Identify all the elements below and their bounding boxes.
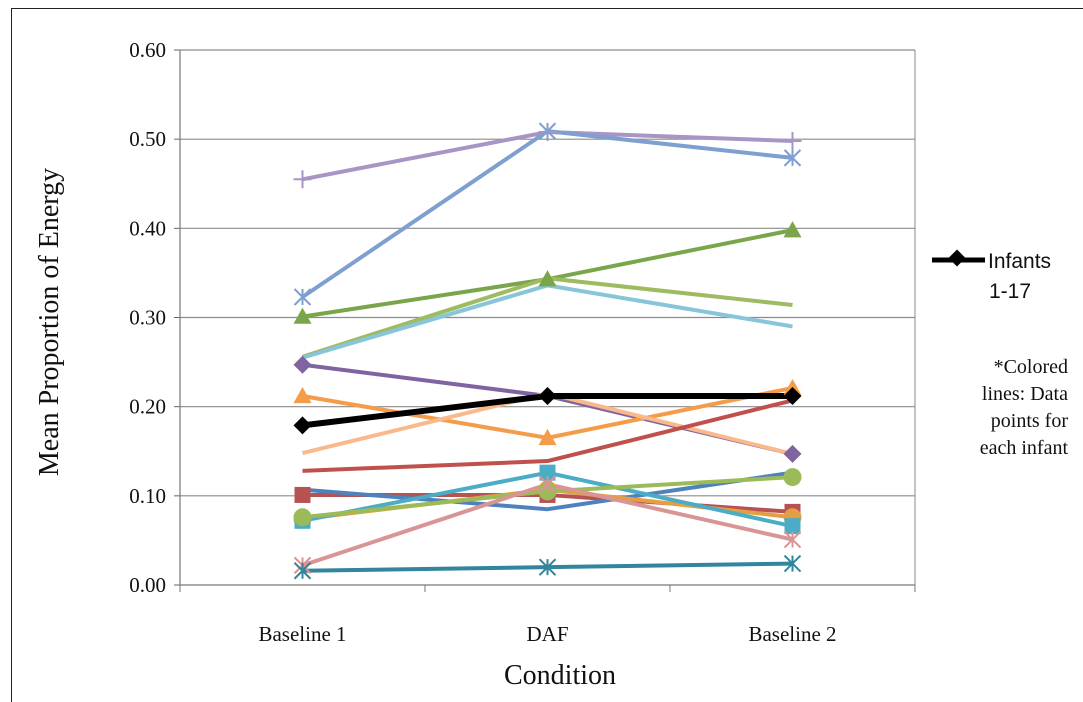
data-point-triangle	[783, 221, 802, 238]
data-point-plus	[783, 131, 802, 150]
data-point-asterisk	[538, 122, 557, 140]
data-point-asterisk	[293, 288, 312, 306]
legend-label-line2: 1-17	[989, 280, 1031, 303]
series-lines	[301, 129, 793, 573]
y-tick-label: 0.20	[129, 395, 166, 419]
x-tick-label: DAF	[526, 622, 568, 646]
data-markers	[293, 122, 802, 580]
data-point-square	[784, 518, 801, 535]
data-point-circle	[293, 508, 312, 527]
axes: 0.00 0.10 0.20 0.30 0.40 0.50 0.60 Baseline 1 DA…	[129, 38, 916, 646]
data-point-square	[539, 464, 556, 481]
data-point-plus	[293, 170, 312, 189]
legend-note-line1: *Colored	[994, 356, 1068, 378]
legend-note-line3: points for	[991, 410, 1069, 432]
y-tick-label: 0.00	[129, 573, 166, 597]
legend-label-line1: Infants	[988, 250, 1051, 273]
data-point-circle	[783, 468, 802, 487]
legend-diamond-marker	[948, 249, 966, 267]
data-point-triangle	[293, 307, 312, 324]
series-line	[302, 470, 793, 512]
data-point-diamond	[293, 416, 312, 435]
x-tick-label: Baseline 2	[748, 622, 836, 646]
data-point-asterisk	[783, 149, 802, 167]
data-point-square	[294, 486, 311, 503]
data-point-triangle	[538, 428, 557, 446]
data-point-diamond	[783, 386, 802, 405]
x-axis-title: Condition	[504, 660, 616, 691]
data-point-asterisk	[538, 558, 557, 576]
data-point-asterisk	[783, 530, 802, 549]
data-point-diamond	[293, 355, 312, 374]
legend-note-line2: lines: Data	[982, 383, 1068, 405]
y-axis-title: Mean Proportion of Energy	[34, 168, 65, 476]
data-point-asterisk	[538, 475, 557, 493]
data-point-triangle	[538, 270, 557, 287]
chart-frame	[11, 8, 1083, 702]
y-tick-label: 0.40	[129, 216, 166, 240]
data-point-diamond	[538, 386, 557, 405]
data-point-asterisk	[293, 562, 312, 580]
data-point-diamond	[783, 444, 802, 463]
y-tick-label: 0.30	[129, 306, 166, 330]
y-tick-label: 0.10	[129, 484, 166, 508]
data-point-asterisk	[783, 554, 802, 573]
y-tick-label: 0.60	[129, 38, 166, 62]
legend: Infants 1-17 *Colored lines: Data points…	[932, 249, 1069, 459]
series-line	[302, 398, 793, 473]
y-tick-label: 0.50	[129, 127, 166, 151]
data-point-triangle	[293, 386, 312, 404]
legend-note-line4: each infant	[980, 437, 1069, 459]
x-tick-label: Baseline 1	[258, 622, 346, 646]
